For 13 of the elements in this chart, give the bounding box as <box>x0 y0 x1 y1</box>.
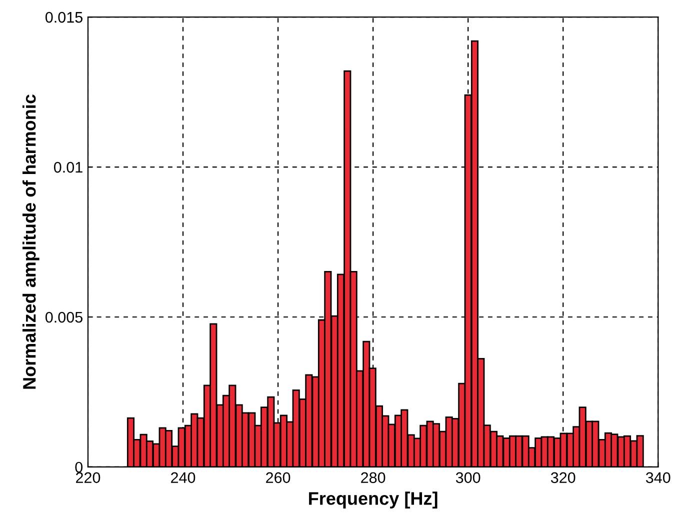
y-tick-label: 0.01 <box>54 162 82 173</box>
x-tick-label: 220 <box>76 472 100 484</box>
y-axis-title: Normalized amplitude of harmonic <box>22 94 40 389</box>
y-tick-label: 0.015 <box>45 12 82 23</box>
x-tick-label: 300 <box>456 472 480 484</box>
y-tick-label: 0.005 <box>45 312 82 323</box>
x-tick-label: 320 <box>550 472 576 484</box>
x-tick-label: 260 <box>266 472 290 484</box>
y-tick-label: 0 <box>75 462 83 473</box>
x-axis-title: Frequency [Hz] <box>309 492 438 508</box>
x-tick-label: 240 <box>171 472 196 484</box>
x-tick-label: 280 <box>361 472 386 484</box>
x-tick-label: 340 <box>646 472 670 484</box>
